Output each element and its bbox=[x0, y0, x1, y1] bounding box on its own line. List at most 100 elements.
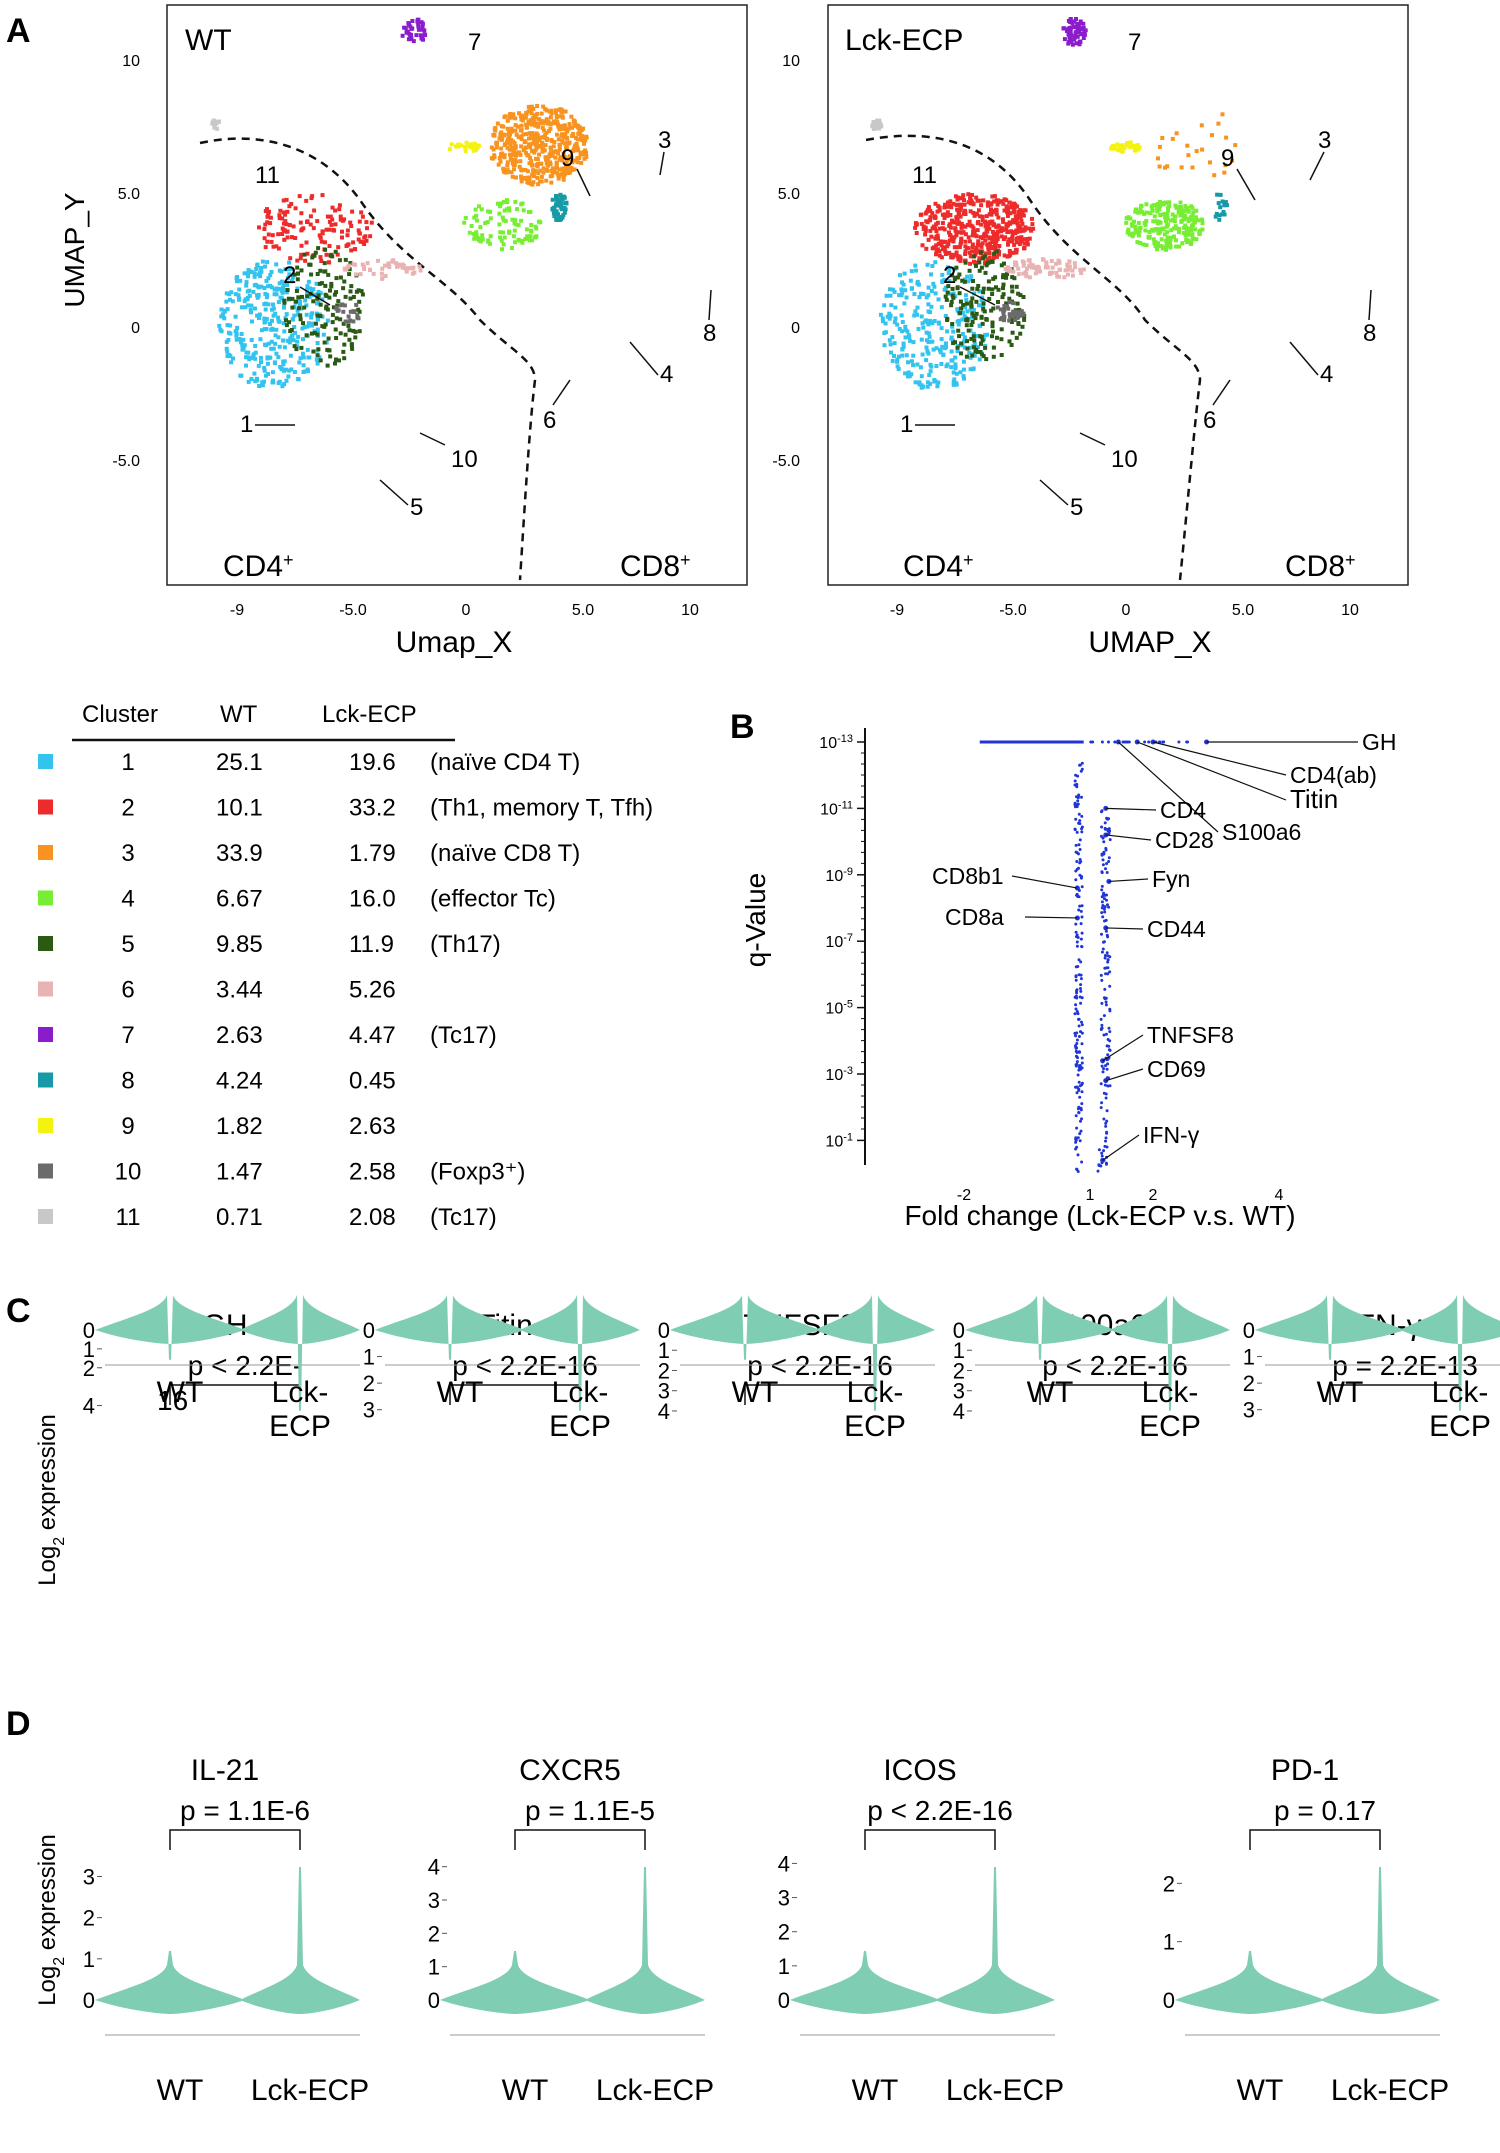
umap-cell-point bbox=[496, 162, 501, 167]
umap-cell-point bbox=[971, 210, 976, 215]
umap-cell-point bbox=[1021, 263, 1026, 268]
volcano-gene-label: GH bbox=[1362, 729, 1397, 755]
umap-cell-point bbox=[965, 346, 970, 351]
umap-cell-point bbox=[330, 312, 335, 317]
umap-cell-point bbox=[489, 156, 494, 161]
umap-cell-point bbox=[244, 280, 249, 285]
umap-cell-point bbox=[510, 174, 515, 179]
umap-cell-point bbox=[979, 298, 984, 303]
volcano-point bbox=[1077, 895, 1081, 899]
umap-cell-point bbox=[552, 140, 557, 144]
umap-cell-point bbox=[567, 122, 572, 126]
umap-cell-point bbox=[311, 287, 316, 292]
umap-cell-point bbox=[495, 121, 500, 126]
umap-cell-point bbox=[1016, 322, 1021, 326]
umap-cell-point bbox=[296, 334, 301, 339]
umap-cell-point bbox=[507, 147, 512, 152]
umap-cell-point bbox=[1007, 296, 1012, 301]
umap-cell-point bbox=[1159, 244, 1164, 249]
umap-cell-point bbox=[305, 367, 310, 372]
umap-cell-point bbox=[1165, 235, 1170, 240]
volcano-point bbox=[1107, 905, 1111, 909]
umap-cell-point bbox=[360, 214, 365, 219]
umap-cell-point bbox=[343, 332, 348, 337]
umap-cell-point bbox=[572, 146, 577, 151]
umap-cell-point bbox=[1065, 27, 1070, 32]
umap-cell-point bbox=[406, 21, 411, 26]
umap-cell-point bbox=[304, 303, 309, 308]
umap-cell-point bbox=[1083, 28, 1088, 33]
umap-cell-point bbox=[924, 330, 929, 335]
umap-cell-point bbox=[290, 305, 295, 310]
umap-cell-point bbox=[915, 305, 920, 310]
umap-cell-point bbox=[333, 249, 338, 254]
umap-cell-point bbox=[529, 159, 534, 164]
violin-group-label-wt: WT bbox=[437, 1376, 484, 1409]
volcano-point bbox=[1108, 970, 1112, 974]
umap-cell-point bbox=[970, 311, 975, 316]
umap-cell-point bbox=[980, 236, 985, 241]
umap-cell-point bbox=[283, 316, 288, 321]
umap-cell-point bbox=[579, 137, 584, 142]
umap-cell-point bbox=[252, 371, 257, 376]
umap-cell-point bbox=[340, 229, 344, 234]
umap-cell-point bbox=[1014, 335, 1019, 340]
umap-cell-point bbox=[1021, 311, 1026, 316]
umap-cell-point bbox=[902, 301, 907, 306]
umap-cell-point bbox=[529, 223, 534, 227]
volcano-point bbox=[1073, 779, 1077, 783]
umap-cell-point bbox=[552, 211, 556, 216]
volcano-ytick-label: 10-5 bbox=[825, 999, 853, 1018]
umap-cell-point bbox=[348, 296, 353, 301]
umap-cell-point bbox=[1164, 247, 1168, 252]
umap-cell-point bbox=[260, 383, 265, 388]
umap-cell-point bbox=[536, 219, 541, 224]
umap-cell-point bbox=[956, 322, 961, 327]
umap-cell-point bbox=[416, 22, 421, 27]
umap-cell-point bbox=[552, 214, 557, 219]
umap-cell-point bbox=[319, 281, 324, 286]
violin-ytick-label: 4 bbox=[658, 1399, 670, 1424]
umap-cell-point bbox=[1188, 228, 1193, 232]
umap-cell-point bbox=[273, 333, 278, 338]
umap-cell-point bbox=[950, 324, 955, 329]
umap-cell-point bbox=[288, 266, 293, 271]
umap-cell-point bbox=[1068, 37, 1073, 42]
umap-cell-point bbox=[996, 287, 1001, 292]
umap-cell-point bbox=[279, 279, 284, 284]
umap-cell-point bbox=[984, 214, 989, 219]
umap-cell-point bbox=[1007, 200, 1012, 205]
umap-cell-point bbox=[994, 224, 999, 229]
volcano-ytick-label: 10-11 bbox=[820, 799, 853, 818]
umap-cell-point bbox=[1161, 212, 1166, 217]
umap-cell-point bbox=[987, 260, 992, 265]
umap-cell-point bbox=[544, 161, 549, 166]
umap-cell-point bbox=[214, 121, 219, 126]
umap-cell-point bbox=[924, 358, 929, 363]
umap-cell-point bbox=[930, 339, 935, 344]
umap-cell-point bbox=[311, 349, 316, 354]
umap-cell-point bbox=[358, 272, 363, 277]
umap-cell-point bbox=[410, 26, 415, 31]
umap-cell-point bbox=[563, 166, 567, 171]
umap-cell-point bbox=[326, 260, 331, 265]
umap-cell-point bbox=[895, 364, 900, 369]
umap-cell-point bbox=[537, 121, 542, 126]
umap-cell-point bbox=[530, 136, 535, 141]
volcano-point bbox=[1105, 893, 1108, 897]
umap-cell-point bbox=[1163, 215, 1168, 220]
umap-cell-point bbox=[305, 284, 310, 289]
umap-cell-point bbox=[583, 148, 588, 153]
umap-cell-point bbox=[350, 346, 355, 351]
umap-cell-point bbox=[994, 249, 999, 254]
umap-cell-point bbox=[307, 286, 312, 291]
umap-cell-point bbox=[301, 370, 306, 374]
umap-cell-point bbox=[900, 353, 905, 358]
umap-cell-point bbox=[1178, 200, 1183, 205]
umap-cell-point bbox=[315, 219, 320, 224]
violin-p-value: p = 0.17 bbox=[1274, 1795, 1376, 1826]
umap-cell-point bbox=[297, 194, 302, 199]
volcano-point bbox=[1080, 814, 1084, 818]
umap-cell-point bbox=[305, 324, 310, 329]
volcano-x-label: Fold change (Lck-ECP v.s. WT) bbox=[904, 1200, 1295, 1231]
